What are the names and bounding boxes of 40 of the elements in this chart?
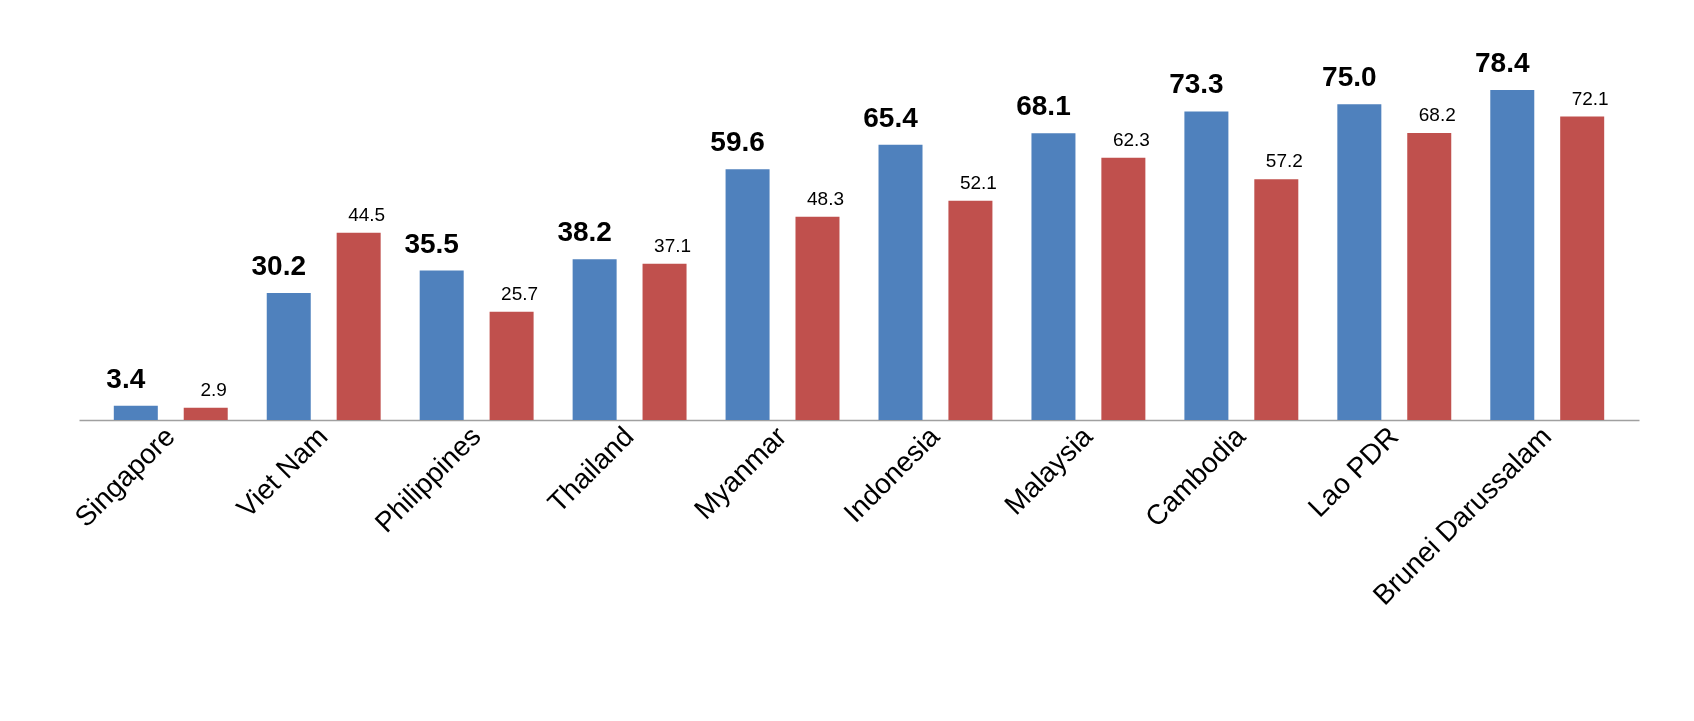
data-label: 65.4: [863, 101, 919, 133]
bar: [1101, 157, 1146, 420]
data-label: 35.5: [404, 227, 459, 259]
bar: [948, 200, 993, 420]
data-label: 57.2: [1265, 150, 1303, 172]
data-label: 3.4: [106, 362, 146, 394]
bar: [266, 292, 311, 420]
bar: [1184, 111, 1229, 420]
data-label: 73.3: [1169, 68, 1224, 100]
bar: [419, 270, 464, 420]
bar: [1560, 116, 1605, 420]
data-label: 59.6: [710, 126, 765, 158]
bar: [725, 169, 770, 420]
bar: [113, 405, 158, 420]
bar: [1407, 132, 1452, 420]
data-label: 78.4: [1475, 47, 1530, 78]
bar: [878, 144, 923, 420]
bar: [489, 311, 534, 420]
bar: [572, 259, 617, 420]
bar: [795, 216, 840, 420]
data-label: 37.1: [654, 234, 692, 256]
data-label: 25.7: [501, 282, 539, 304]
data-label: 2.9: [200, 378, 227, 400]
data-label: 44.5: [348, 203, 386, 225]
data-label: 75.0: [1322, 61, 1377, 93]
bar: [1337, 104, 1382, 420]
data-label: 72.1: [1571, 87, 1609, 109]
data-label: 62.3: [1112, 128, 1150, 150]
data-label: 68.2: [1418, 103, 1456, 125]
data-label: 68.1: [1016, 90, 1071, 122]
bar: [1031, 133, 1076, 420]
data-label: 52.1: [959, 171, 997, 193]
bar: [183, 407, 228, 420]
data-label: 48.3: [807, 187, 844, 209]
data-label: 38.2: [557, 216, 612, 248]
data-label: 30.2: [251, 249, 306, 281]
bar: [1254, 179, 1299, 420]
bar: [1490, 90, 1535, 420]
bar: [642, 263, 687, 420]
bar: [336, 232, 381, 420]
